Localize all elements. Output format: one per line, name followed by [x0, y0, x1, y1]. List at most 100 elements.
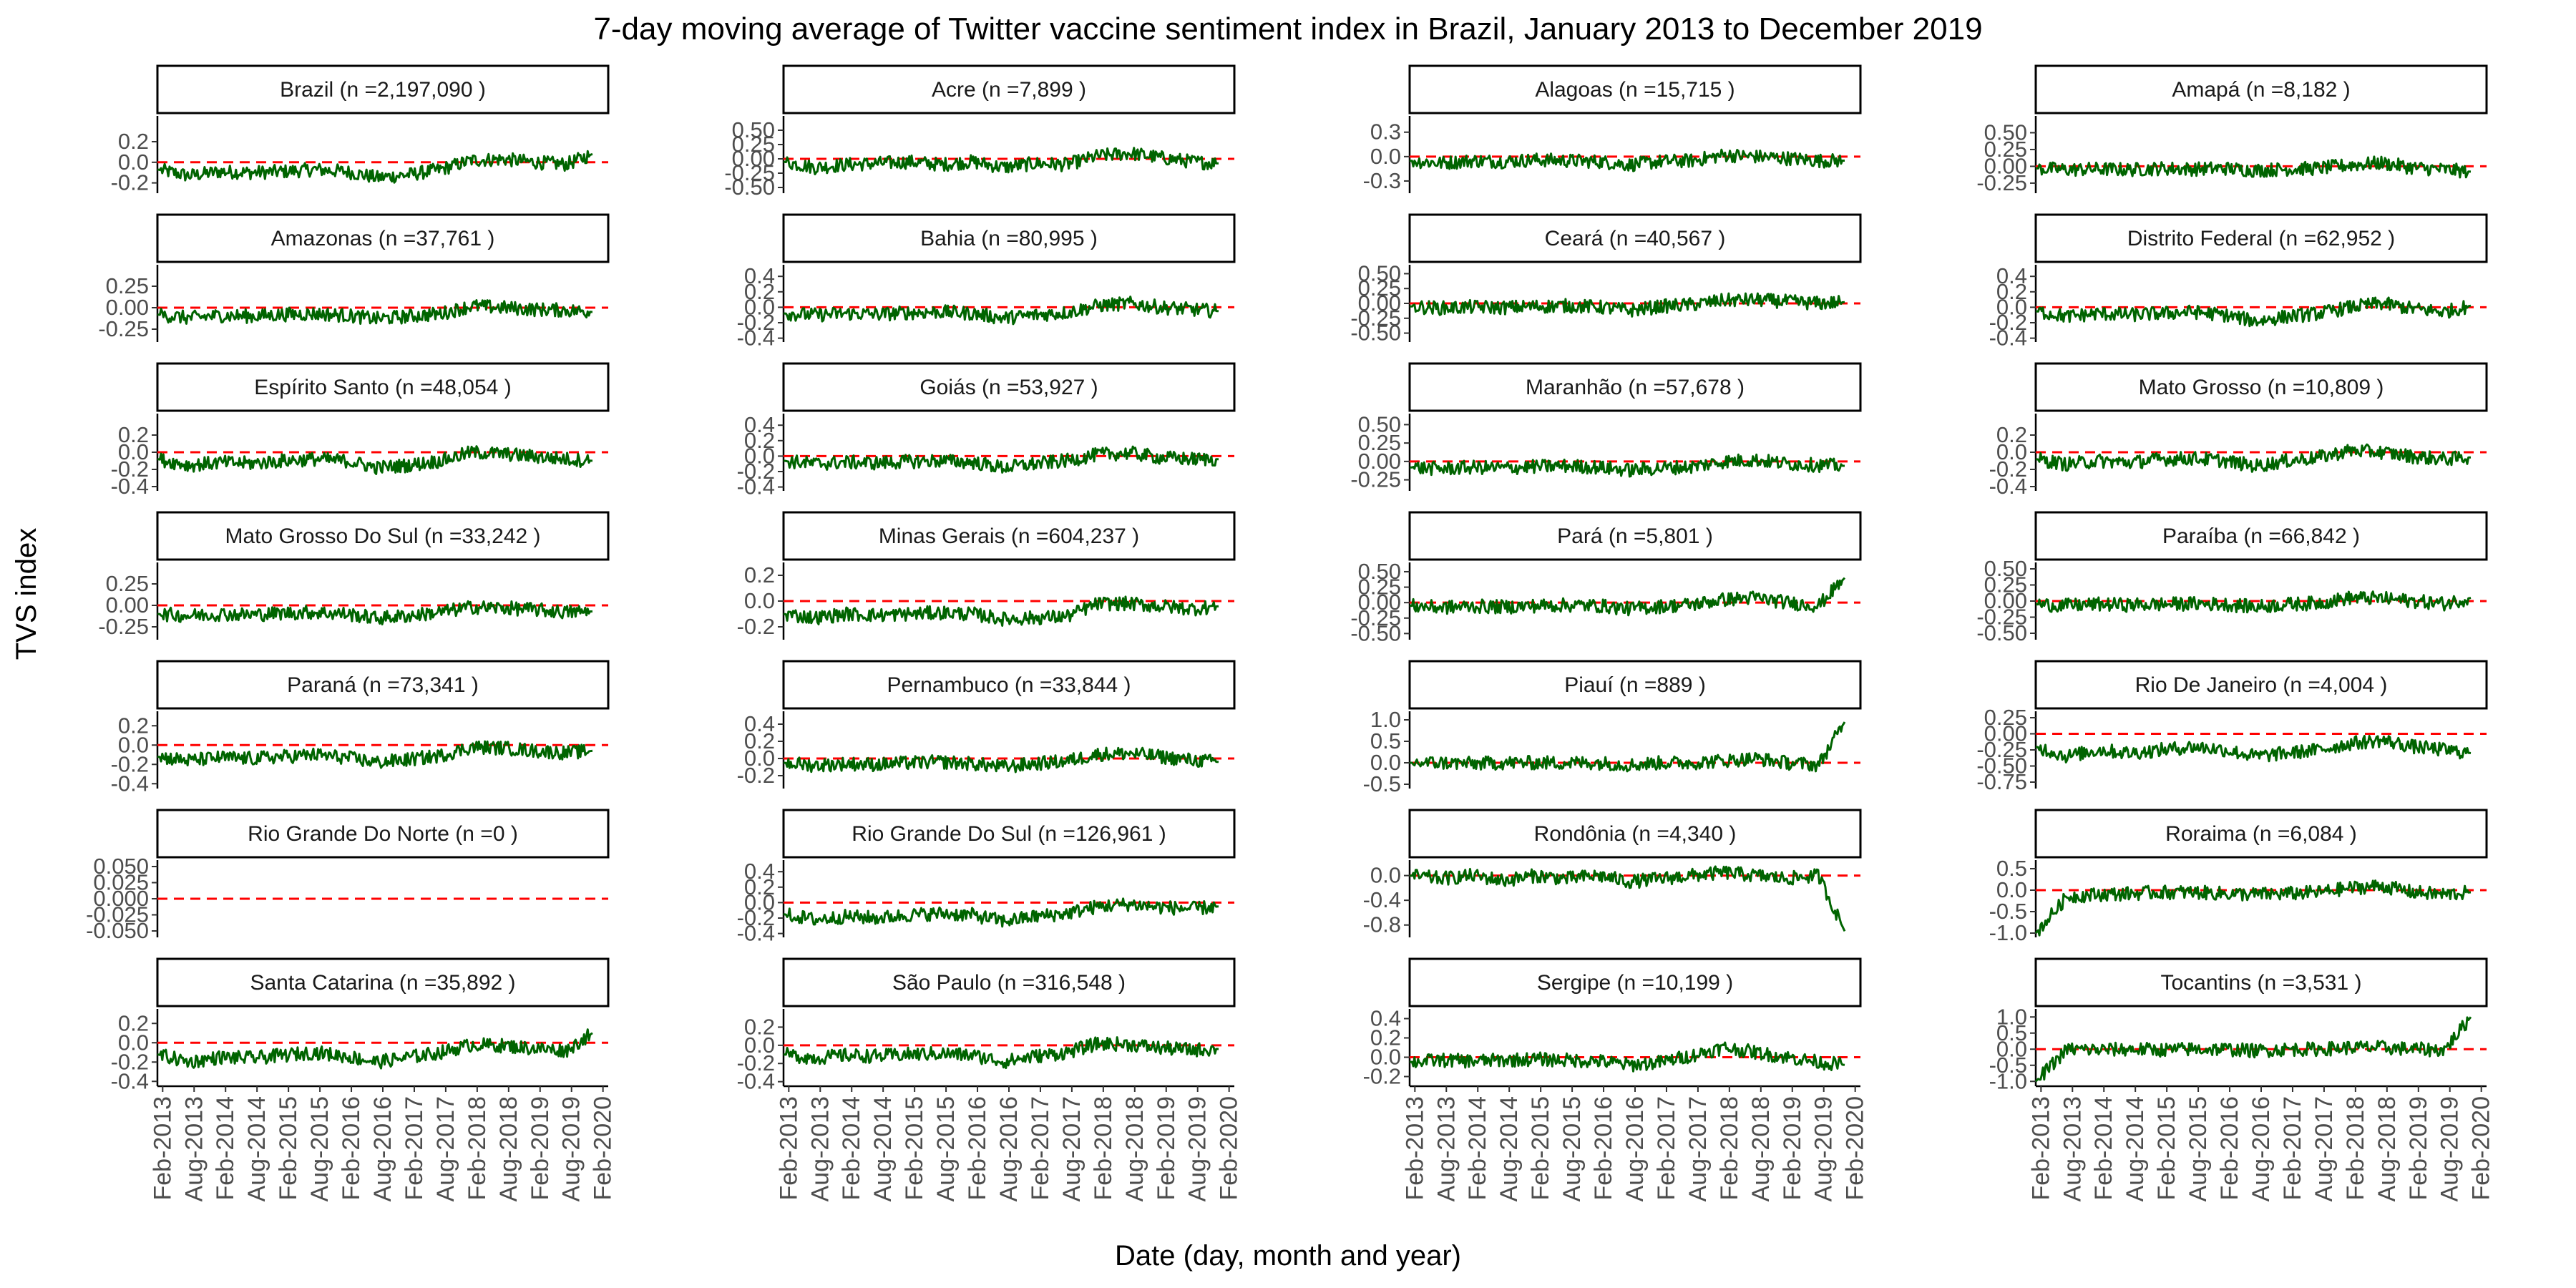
facet-panel: Amapá (n =8,182 ) 0.500.250.00-0.25: [1976, 64, 2488, 195]
facet-strip: [1408, 213, 1862, 263]
y-tick-label: -0.2: [737, 614, 775, 639]
y-tick-label: -0.2: [111, 751, 149, 776]
facet-panel: Goiás (n =53,927 ) 0.40.20.0-0.2-0.4: [737, 362, 1236, 499]
y-tick-label: -0.75: [1976, 769, 2027, 794]
x-tick-label: Feb-2020: [1216, 1096, 1243, 1201]
y-tick-label: 0.5: [1370, 728, 1401, 753]
x-tick-label: Aug-2018: [495, 1096, 522, 1201]
facet-panel: Alagoas (n =15,715 ) 0.30.0-0.3: [1363, 64, 1862, 193]
y-tick-label: 0.5: [1996, 856, 2027, 881]
facet-panel: Santa Catarina (n =35,892 ) 0.20.0-0.2-0.…: [111, 957, 617, 1201]
facet-strip-label: Pernambuco (n =33,844 ): [887, 673, 1131, 697]
facet-strip: [156, 809, 610, 859]
y-tick-label: 0.2: [1370, 1025, 1401, 1050]
y-tick-label: 1.0: [1370, 707, 1401, 732]
facet-strip-label: Tocantins (n =3,531 ): [2160, 971, 2361, 995]
y-tick-label: -0.50: [1350, 620, 1401, 645]
series-line: [157, 1028, 593, 1070]
facet-panel: Espírito Santo (n =48,054 ) 0.20.0-0.2-0.…: [111, 362, 610, 499]
y-tick-label: -0.5: [1363, 771, 1401, 796]
series-line: [157, 299, 593, 325]
facet-strip: [2034, 64, 2488, 114]
y-tick-label: 0.2: [744, 874, 775, 899]
x-tick-label: Feb-2013: [2027, 1096, 2054, 1201]
y-tick-label: -0.2: [737, 763, 775, 788]
x-tick-label: Aug-2018: [1747, 1096, 1775, 1201]
x-tick-label: Aug-2014: [243, 1096, 270, 1201]
x-tick-label: Feb-2018: [464, 1096, 491, 1201]
facet-strip-label: Goiás (n =53,927 ): [919, 376, 1098, 399]
x-tick-label: Feb-2019: [2405, 1096, 2432, 1201]
x-tick-label: Aug-2015: [2185, 1096, 2212, 1201]
facet-strip: [156, 362, 610, 412]
x-tick-label: Feb-2014: [2090, 1096, 2117, 1201]
series-line: [1410, 292, 1845, 318]
x-tick-label: Feb-2019: [527, 1096, 554, 1201]
y-tick-label: 0.0: [744, 443, 775, 468]
y-tick-label: -0.5: [1989, 899, 2027, 924]
x-tick-label: Aug-2016: [995, 1096, 1023, 1201]
facet-panel: Minas Gerais (n =604,237 ) 0.20.0-0.2: [737, 511, 1236, 640]
y-tick-label: 0.0: [1996, 294, 2027, 319]
y-tick-label: -0.25: [1976, 170, 2027, 195]
facet-strip: [156, 213, 610, 263]
series-line: [783, 445, 1219, 474]
y-tick-label: 0.2: [118, 713, 149, 738]
x-tick-label: Feb-2020: [590, 1096, 617, 1201]
x-tick-label: Aug-2016: [1621, 1096, 1649, 1201]
facet-panel: Amazonas (n =37,761 ) 0.250.00-0.25: [98, 213, 610, 342]
facet-strip: [1408, 809, 1862, 859]
chart-title: 7-day moving average of Twitter vaccine …: [593, 11, 1982, 47]
x-tick-label: Feb-2013: [149, 1096, 176, 1201]
facet-strip-label: Rio De Janeiro (n =4,004 ): [2135, 673, 2388, 697]
y-tick-label: -0.25: [1976, 605, 2027, 630]
facet-panel: Paraíba (n =66,842 ) 0.500.250.00-0.25-0.…: [1976, 511, 2488, 645]
x-tick-label: Aug-2017: [2311, 1096, 2338, 1201]
y-tick-label: -0.2: [737, 905, 775, 930]
facet-panel: Bahia (n =80,995 ) 0.40.20.0-0.2-0.4: [737, 213, 1236, 351]
y-tick-label: -0.025: [86, 902, 149, 927]
x-tick-label: Feb-2016: [338, 1096, 365, 1201]
series-line: [783, 147, 1219, 175]
x-tick-label: Aug-2016: [2248, 1096, 2275, 1201]
facet-panel: Pará (n =5,801 ) 0.500.250.00-0.25-0.50: [1350, 511, 1862, 645]
x-tick-label: Feb-2016: [1590, 1096, 1617, 1201]
y-tick-label: 0.4: [744, 859, 775, 884]
y-tick-label: 0.25: [1984, 137, 2027, 162]
y-tick-label: 0.00: [106, 295, 149, 320]
facet-strip: [2034, 809, 2488, 859]
y-tick-label: 0.50: [1358, 260, 1401, 286]
series-line: [2034, 879, 2472, 937]
y-tick-label: -0.25: [724, 160, 775, 185]
facet-panel: Ceará (n =40,567 ) 0.500.250.00-0.25-0.50: [1350, 213, 1862, 346]
facet-strip-label: Minas Gerais (n =604,237 ): [879, 525, 1139, 548]
x-tick-label: Feb-2013: [1401, 1096, 1428, 1201]
y-tick-label: 0.2: [1996, 279, 2027, 304]
y-tick-label: -1.0: [1989, 920, 2027, 945]
facet-panel: Rio Grande Do Sul (n =126,961 ) 0.40.20.0…: [737, 809, 1236, 946]
facet-strip-label: Amapá (n =8,182 ): [2172, 78, 2350, 102]
facet-strip: [782, 362, 1236, 412]
y-tick-label: -0.4: [111, 474, 149, 499]
facet-strip: [782, 957, 1236, 1008]
y-tick-label: 0.0: [118, 1030, 149, 1055]
series-line: [1409, 1041, 1845, 1073]
facet-panel: Distrito Federal (n =62,952 )0.40.20.0-0…: [1989, 213, 2488, 351]
facet-strip: [156, 660, 610, 710]
x-tick-label: Aug-2019: [1810, 1096, 1838, 1201]
facet-panel: Paraná (n =73,341 ) 0.20.0-0.2-0.4: [111, 660, 610, 796]
y-tick-label: -0.2: [111, 170, 149, 195]
y-tick-label: -0.2: [1363, 1064, 1401, 1089]
x-tick-label: Feb-2016: [2216, 1096, 2243, 1201]
x-tick-label: Aug-2019: [558, 1096, 585, 1201]
y-tick-label: 0.25: [1358, 275, 1401, 301]
facet-strip: [1408, 660, 1862, 710]
x-tick-label: Aug-2014: [1496, 1096, 1523, 1201]
y-tick-label: -0.2: [1989, 310, 2027, 335]
y-tick-label: 0.0: [118, 439, 149, 464]
x-tick-label: Feb-2017: [1027, 1096, 1054, 1201]
y-tick-label: -0.2: [111, 457, 149, 482]
